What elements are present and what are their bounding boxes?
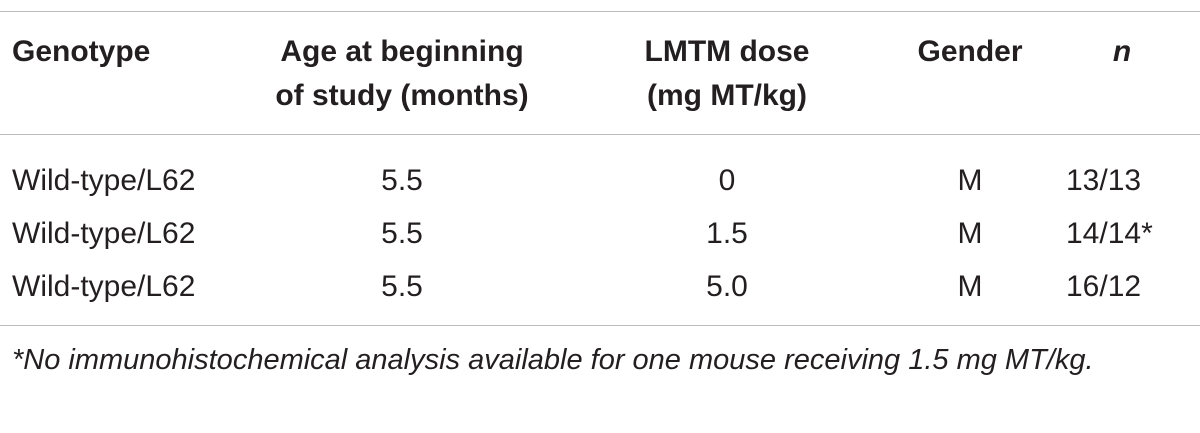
header-genotype: Genotype [12, 30, 150, 74]
cell-gender: M [957, 217, 983, 250]
cell-gender: M [957, 270, 983, 303]
header-age-line-1: Age at beginning [280, 35, 524, 68]
cell-age: 5.5 [381, 217, 423, 250]
header-dose: LMTM dose (mg MT/kg) [616, 30, 838, 118]
header-genotype-line-1: Genotype [12, 35, 151, 68]
table-bottom-rule [0, 325, 1200, 326]
header-gender-line-1: Gender [917, 35, 1023, 68]
cell-genotype: Wild-type/L62 [12, 217, 196, 250]
cell-dose: 0 [718, 164, 736, 197]
table-row: Wild-type/L62 5.5 0 M 13/13 [0, 154, 1200, 207]
header-age: Age at beginning of study (months) [264, 30, 540, 118]
header-n-line-1: n [1112, 35, 1132, 68]
cell-n: 13/13 [1066, 164, 1142, 197]
table-top-rule [0, 11, 1200, 12]
cell-age: 5.5 [381, 164, 423, 197]
header-dose-line-1: LMTM dose [644, 35, 810, 68]
header-age-line-2: of study (months) [275, 79, 529, 112]
header-gender: Gender [910, 30, 1030, 74]
header-n: n [1100, 30, 1144, 74]
table-footnote: *No immunohistochemical analysis availab… [12, 344, 1094, 376]
cell-dose: 1.5 [706, 217, 748, 250]
cell-genotype: Wild-type/L62 [12, 164, 196, 197]
cell-dose: 5.0 [706, 270, 748, 303]
table-row: Wild-type/L62 5.5 1.5 M 14/14* [0, 207, 1200, 260]
cell-n: 14/14* [1066, 217, 1153, 250]
table-header-rule [0, 134, 1200, 135]
cell-gender: M [957, 164, 983, 197]
cell-age: 5.5 [381, 270, 423, 303]
table-row: Wild-type/L62 5.5 5.0 M 16/12 [0, 260, 1200, 313]
header-dose-line-2: (mg MT/kg) [647, 79, 807, 112]
cell-n: 16/12 [1066, 270, 1142, 303]
cell-genotype: Wild-type/L62 [12, 270, 196, 303]
